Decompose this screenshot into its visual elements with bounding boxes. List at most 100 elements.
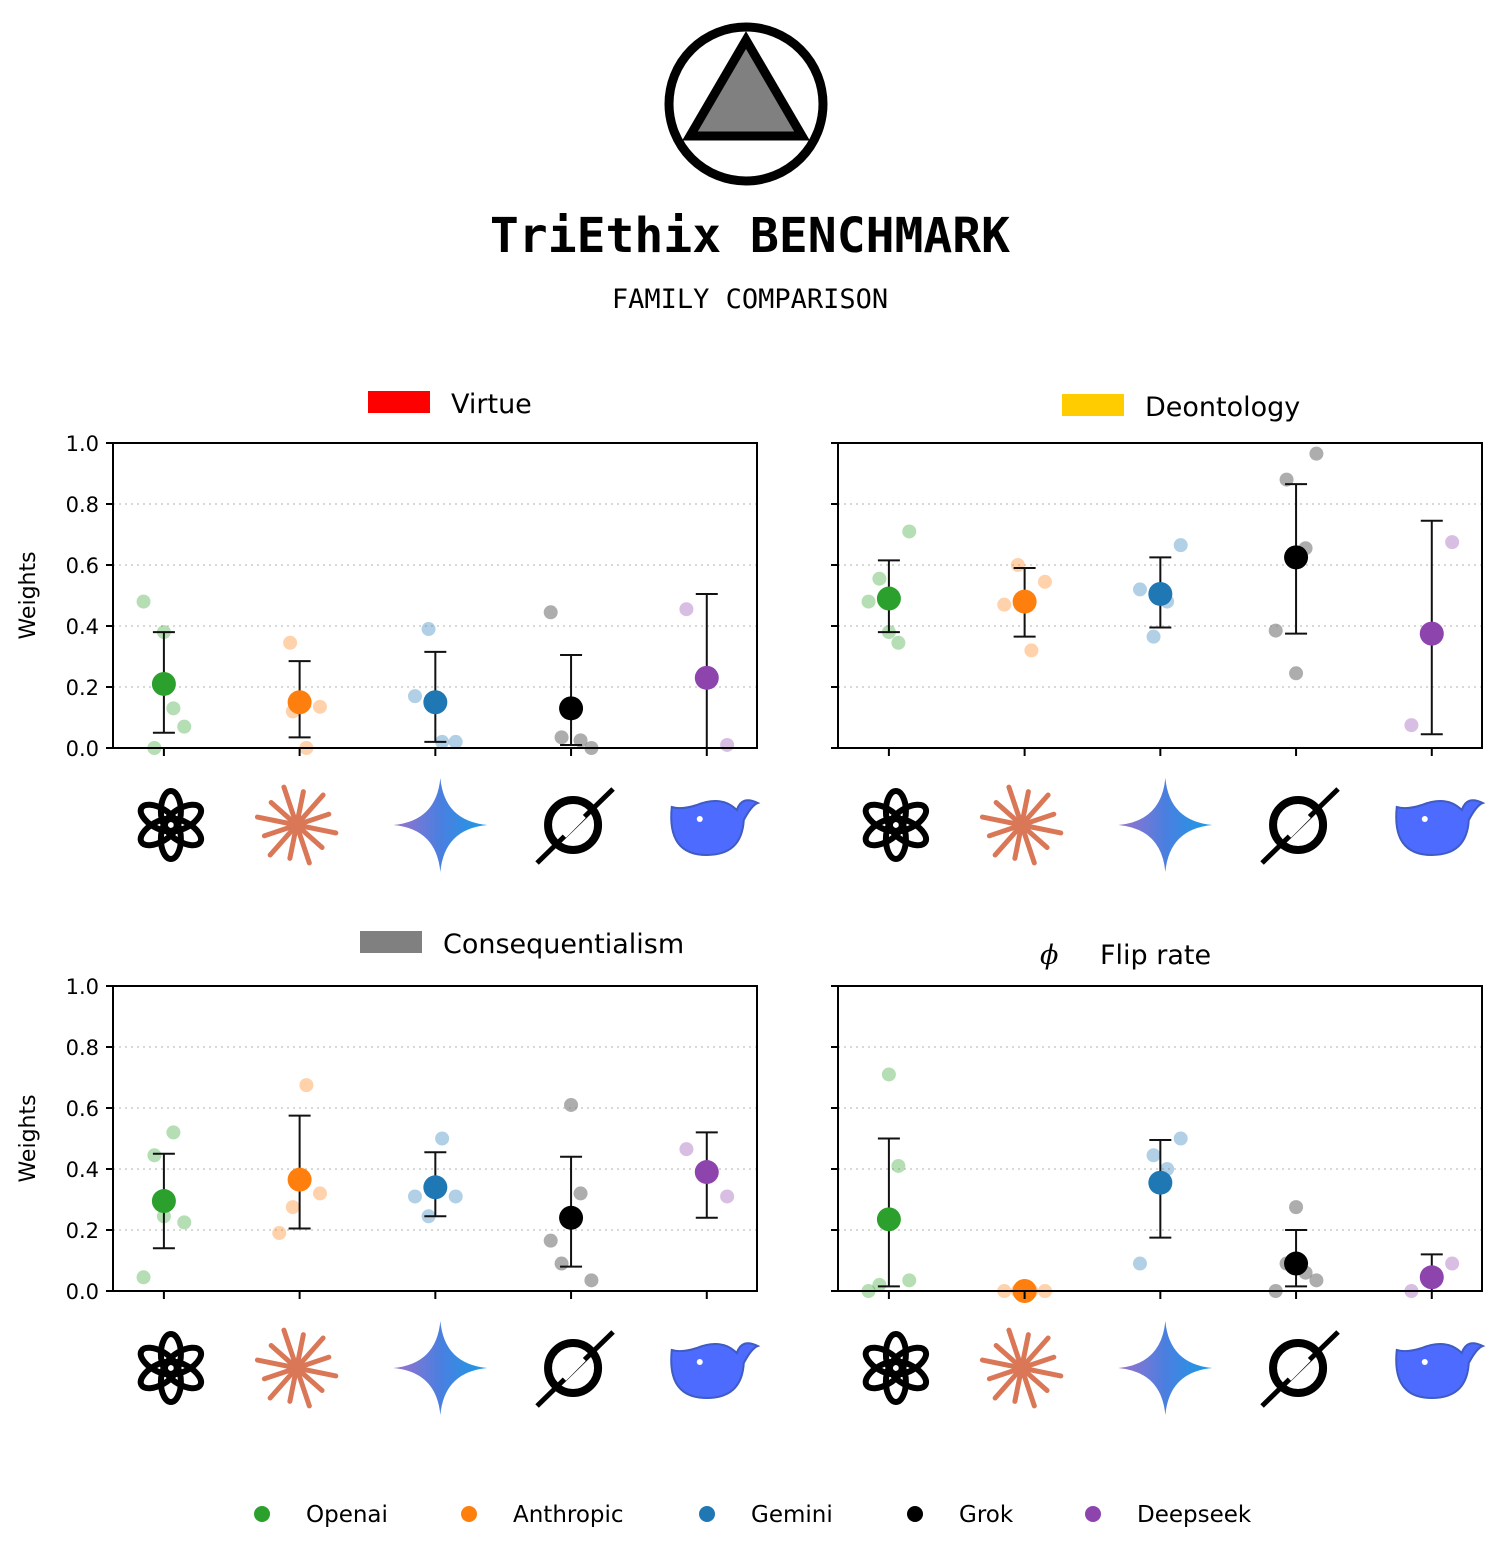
model-point [1146,1148,1161,1163]
gemini-logo-icon [393,778,488,872]
legend-label: Grok [959,1502,1014,1528]
family-mean-point [1148,581,1173,606]
model-point [435,1131,450,1146]
model-point [902,524,917,539]
gemini-logo-icon [1118,778,1213,872]
model-point [1309,1273,1324,1288]
series-openai [861,1067,917,1298]
model-point [312,699,327,714]
grok-logo-icon [535,1330,615,1408]
panel-title: Flip rate [1100,940,1211,971]
y-axis-label: Weights [16,551,41,639]
panel-title: Deontology [1145,392,1300,423]
legend-item-grok: Grok [907,1502,1014,1528]
openai-logo-icon [137,1331,205,1405]
y-tick-label: 0.0 [66,737,99,761]
model-point [136,594,151,609]
model-point [1146,629,1161,644]
family-mean-point [151,671,176,696]
legend-label: Gemini [751,1502,833,1528]
family-mean-point [559,1205,584,1230]
legend-marker [461,1506,477,1522]
series-gemini [1132,538,1188,644]
series-openai [136,1125,192,1285]
legend-marker [254,1506,270,1522]
title-swatch [368,391,430,413]
legend-marker [699,1506,715,1522]
series-gemini [1132,1131,1188,1271]
phi-symbol: ϕ [1040,940,1058,971]
grok-logo-icon [1260,1330,1340,1408]
gemini-logo-icon [1118,1321,1213,1415]
legend-label: Anthropic [513,1502,624,1528]
model-point [1037,574,1052,589]
model-point [166,1125,181,1140]
openai-logo-icon [137,788,205,862]
openai-logo-icon [862,788,930,862]
series-gemini [407,622,463,749]
deepseek-logo-icon [670,799,761,857]
grok-logo-icon [535,787,615,865]
model-point [1010,558,1025,572]
series-anthropic [283,635,327,755]
model-point [1024,643,1039,658]
y-tick-label: 0.2 [66,1219,99,1243]
model-point [299,1078,314,1093]
model-point [543,605,558,620]
panel-virtue: Virtue 0.0 0.2 0.4 0.6 0.8 1.0 Weights [16,389,761,872]
family-mean-point [876,1207,901,1232]
openai-logo-icon [862,1331,930,1405]
model-point [421,622,436,637]
y-tick-label: 0.2 [66,676,99,700]
series-grok [543,1097,599,1288]
family-mean-point [287,1167,312,1192]
model-point [997,597,1012,612]
series-openai [136,594,192,755]
model-point [564,1097,579,1112]
model-point [448,734,463,749]
model-point [720,1189,735,1204]
gemini-logo-icon [393,1321,488,1415]
model-point [902,1273,917,1288]
model-point [1279,472,1294,487]
series-deepseek [679,1131,735,1219]
y-axis-label: Weights [16,1094,41,1182]
model-point [272,1226,287,1241]
family-mean-point [1012,589,1037,614]
figure-subtitle: FAMILY COMPARISON [612,284,888,315]
panel-title: Consequentialism [443,929,684,960]
family-mean-point [1419,1265,1444,1290]
family-mean-point [1148,1170,1173,1195]
model-point [881,1067,896,1082]
family-mean-point [1284,545,1309,570]
model-point [720,737,735,752]
series-anthropic [997,558,1052,658]
legend-label: Openai [306,1502,388,1528]
family-mean-point [423,690,448,715]
panel-consequentialism: Consequentialism 0.0 0.2 0.4 0.6 0.8 1.0 Weight… [16,929,761,1415]
series-deepseek [1404,519,1460,736]
y-tick-label: 0.4 [66,615,99,639]
panel-deontology: Deontology [831,392,1486,872]
series-anthropic [272,1078,327,1241]
model-point [1173,1131,1188,1146]
anthropic-logo-icon [254,1327,339,1409]
legend-label: Deepseek [1137,1502,1252,1528]
model-point [1445,1256,1460,1271]
y-tick-label: 0.8 [66,1036,99,1060]
y-tick-label: 1.0 [66,975,99,999]
title-swatch [1062,394,1124,416]
legend: Openai Anthropic Gemini Grok Deepseek [254,1502,1252,1528]
model-point [177,719,192,734]
panel-flip-rate: ϕ Flip rate [831,940,1486,1415]
y-tick-label: 0.6 [66,1097,99,1121]
y-tick-label: 0.0 [66,1280,99,1304]
model-point [177,1215,192,1230]
plot-frame [112,985,758,1292]
model-point [448,1189,463,1204]
model-point [872,571,887,586]
model-point [1132,582,1147,597]
model-point [407,689,422,704]
family-mean-point [287,690,312,715]
